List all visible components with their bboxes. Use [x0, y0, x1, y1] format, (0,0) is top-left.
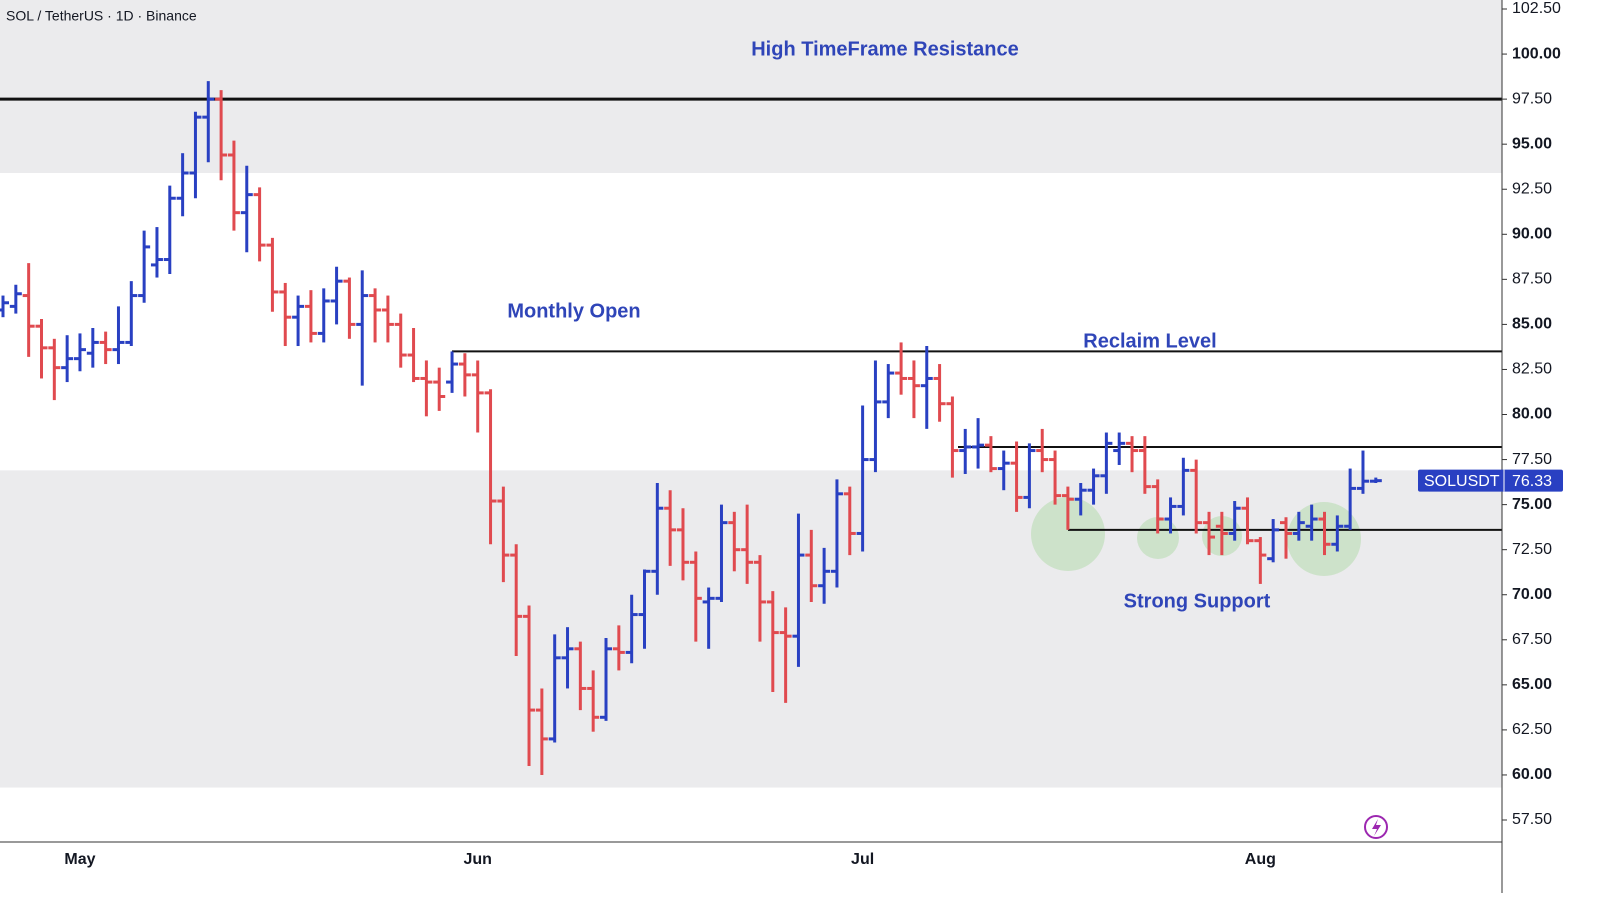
- price-label-value: 76.33: [1512, 473, 1552, 490]
- support-highlight: [1137, 517, 1179, 559]
- chart-title: SOL / TetherUS · 1D · Binance: [6, 8, 197, 24]
- y-tick-label: 67.50: [1512, 631, 1552, 648]
- icon-ring[interactable]: [1364, 815, 1388, 839]
- replay-icon[interactable]: [1364, 815, 1388, 839]
- support-highlight: [1031, 497, 1105, 571]
- annotation: Strong Support: [1124, 590, 1271, 612]
- y-tick-label: 102.50: [1512, 0, 1561, 17]
- y-tick-label: 75.00: [1512, 496, 1552, 513]
- x-tick-label: May: [64, 851, 95, 868]
- y-tick-label: 97.50: [1512, 90, 1552, 107]
- y-tick-label: 82.50: [1512, 361, 1552, 378]
- y-tick-label: 62.50: [1512, 721, 1552, 738]
- y-tick-label: 65.00: [1512, 676, 1552, 693]
- price-label-symbol: SOLUSDT: [1424, 473, 1500, 490]
- y-tick-label: 60.00: [1512, 766, 1552, 783]
- annotation: Monthly Open: [507, 300, 640, 322]
- y-tick-label: 77.50: [1512, 451, 1552, 468]
- y-tick-label: 95.00: [1512, 135, 1552, 152]
- x-tick-label: Jun: [463, 851, 491, 868]
- price-zone: [0, 0, 1502, 174]
- x-tick-label: Jul: [851, 851, 874, 868]
- y-tick-label: 100.00: [1512, 45, 1561, 62]
- y-tick-label: 90.00: [1512, 226, 1552, 243]
- y-tick-label: 87.50: [1512, 271, 1552, 288]
- y-tick-label: 72.50: [1512, 541, 1552, 558]
- price-label-bg: [1418, 469, 1563, 492]
- icon-bolt[interactable]: [1372, 819, 1381, 836]
- y-tick-label: 57.50: [1512, 811, 1552, 828]
- y-tick-label: 70.00: [1512, 586, 1552, 603]
- annotation: Reclaim Level: [1083, 330, 1216, 352]
- x-tick-label: Aug: [1245, 851, 1276, 868]
- annotation: High TimeFrame Resistance: [751, 38, 1019, 60]
- y-tick-label: 85.00: [1512, 316, 1552, 333]
- y-tick-label: 92.50: [1512, 180, 1552, 197]
- y-tick-label: 80.00: [1512, 406, 1552, 423]
- price-zone: [0, 470, 1502, 788]
